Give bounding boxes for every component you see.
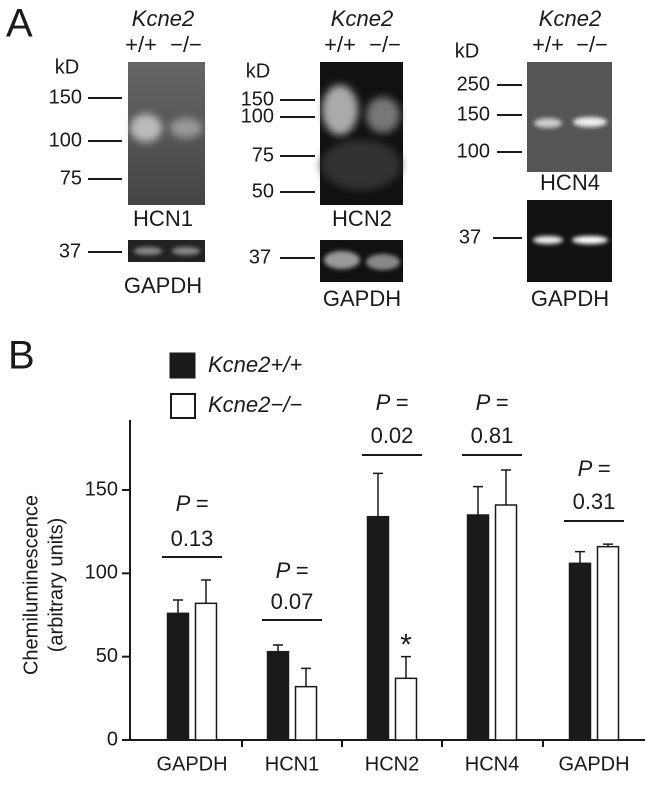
marker-label: 250 xyxy=(457,73,490,95)
legend-entry: Kcne2+/+ xyxy=(208,352,302,377)
p-value: 0.31 xyxy=(573,489,616,514)
y-tick-label: 50 xyxy=(96,645,118,667)
lane-label: +/+ xyxy=(324,32,356,57)
p-value: 0.81 xyxy=(471,423,514,448)
marker-label: 37 xyxy=(59,240,81,262)
lane-label: +/+ xyxy=(125,32,157,57)
error-bar xyxy=(401,655,411,679)
control-label: GAPDH xyxy=(531,286,609,311)
marker-label: 37 xyxy=(249,246,271,268)
y-axis-label: Chemiluminescence xyxy=(20,495,42,675)
bar xyxy=(596,545,620,741)
protein-label: HCN4 xyxy=(540,170,600,195)
marker-label: 100 xyxy=(241,105,274,127)
p-value: 0.07 xyxy=(271,589,314,614)
significance-mark: * xyxy=(400,629,412,662)
p-label: P = xyxy=(578,456,611,481)
bar xyxy=(166,612,190,741)
bar xyxy=(366,515,390,741)
marker-label: 75 xyxy=(252,144,274,166)
bar xyxy=(394,677,418,741)
bar xyxy=(494,504,518,741)
control-label: GAPDH xyxy=(124,273,202,298)
marker-label: 100 xyxy=(49,129,82,151)
marker-label: 150 xyxy=(49,86,82,108)
p-label: P = xyxy=(176,491,209,516)
marker-label: 150 xyxy=(241,88,274,110)
p-label: P = xyxy=(376,390,409,415)
bar xyxy=(194,602,218,741)
error-bar xyxy=(373,472,383,517)
marker-label: 50 xyxy=(252,180,274,202)
marker-label: 37 xyxy=(459,226,481,248)
error-bar xyxy=(501,469,511,505)
error-bar xyxy=(173,599,183,614)
p-value: 0.13 xyxy=(171,526,214,551)
bar xyxy=(266,650,290,741)
bar xyxy=(466,514,490,741)
blot-hcn1 xyxy=(88,62,205,262)
unit: kD xyxy=(455,40,479,62)
protein-label: HCN1 xyxy=(133,206,193,231)
error-bar xyxy=(473,485,483,515)
legend-swatch xyxy=(169,352,196,379)
error-bar xyxy=(301,667,311,687)
panel-label: B xyxy=(8,334,35,378)
error-bar xyxy=(273,644,283,652)
legend-swatch xyxy=(170,393,196,419)
y-tick-label: 100 xyxy=(85,562,118,584)
lane-label: +/+ xyxy=(532,32,564,57)
genotype: Kcne2 xyxy=(331,6,393,31)
x-tick-label: HCN4 xyxy=(465,753,519,775)
blot-hcn2 xyxy=(280,62,403,282)
p-value: 0.02 xyxy=(371,423,414,448)
bar xyxy=(568,562,592,741)
bar xyxy=(294,685,318,741)
control-label: GAPDH xyxy=(323,286,401,311)
x-tick-label: HCN2 xyxy=(365,753,419,775)
blot-hcn4 xyxy=(493,62,612,282)
unit: kD xyxy=(55,56,79,78)
protein-label: HCN2 xyxy=(332,206,392,231)
marker-label: 100 xyxy=(457,140,490,162)
p-label: P = xyxy=(476,390,509,415)
lane-label: −/− xyxy=(170,32,202,57)
unit: kD xyxy=(246,60,270,82)
error-bar xyxy=(575,550,585,564)
genotype: Kcne2 xyxy=(539,6,601,31)
lane-label: −/− xyxy=(576,32,608,57)
genotype: Kcne2 xyxy=(132,6,194,31)
lane-label: −/− xyxy=(369,32,401,57)
p-label: P = xyxy=(276,558,309,583)
panel-label: A xyxy=(6,2,33,46)
y-axis-label: (arbitrary units) xyxy=(45,518,67,652)
error-bar xyxy=(201,579,211,604)
marker-label: 150 xyxy=(457,103,490,125)
y-tick-label: 0 xyxy=(107,728,118,750)
x-tick-label: GAPDH xyxy=(156,753,227,775)
y-tick-label: 150 xyxy=(85,478,118,500)
marker-label: 75 xyxy=(60,167,82,189)
x-tick-label: GAPDH xyxy=(558,753,629,775)
error-bar xyxy=(603,543,613,547)
x-tick-label: HCN1 xyxy=(265,753,319,775)
legend-entry: Kcne2−/− xyxy=(208,392,302,417)
